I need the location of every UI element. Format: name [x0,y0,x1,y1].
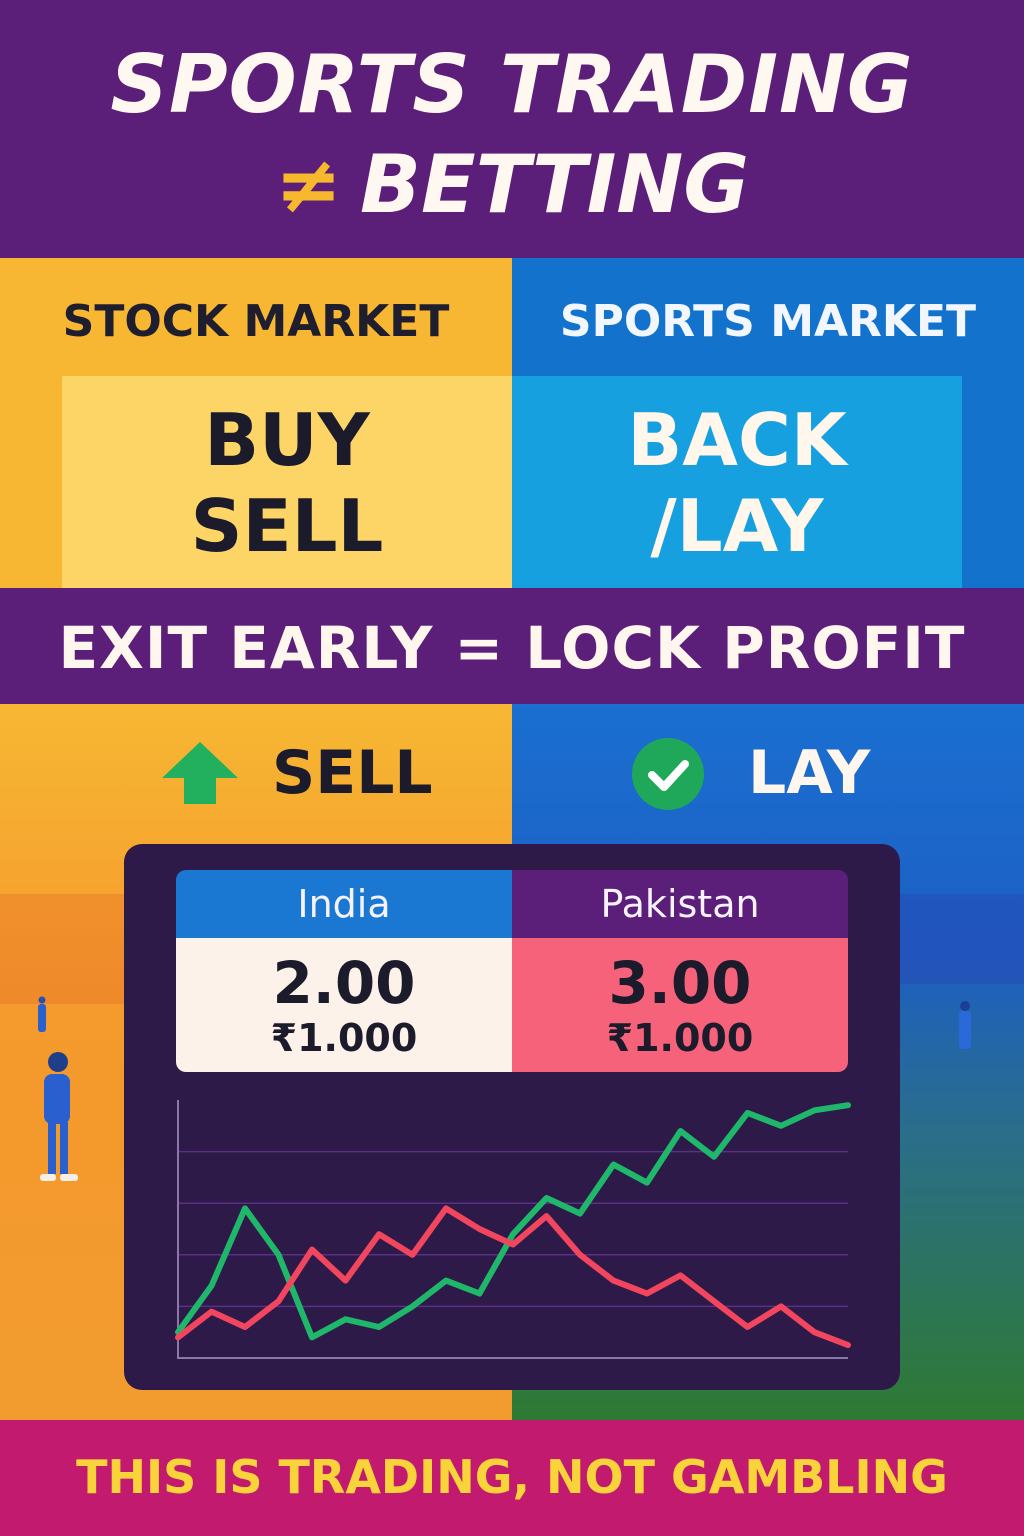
cricket-player-illustration [40,1052,78,1181]
chart-axes [177,1100,848,1359]
exit-early-text: EXIT EARLY = LOCK PROFIT [58,614,966,682]
stadium-stand-right [894,894,1024,984]
stock-market-column: STOCK MARKET BUY SELL [0,258,512,588]
sports-market-box: BACK /LAY [512,376,962,588]
headline-line-2: ≠ BETTING [0,138,1024,231]
sports-market-title: SPORTS MARKET [559,296,977,347]
chart-series-line-2 [175,1205,851,1349]
stock-sell-word: SELL [190,484,384,568]
stadium-stand-left [0,894,140,1004]
distant-player-right [959,1001,971,1049]
sports-market-column: SPORTS MARKET BACK /LAY [512,258,1024,588]
lay-action-label: LAY [748,738,871,808]
sports-lay-word: /LAY [650,484,824,568]
india-odds-cell[interactable]: 2.00 ₹1.000 [176,938,512,1072]
lay-action: LAY [630,738,930,810]
up-arrow-icon [162,742,238,804]
sports-back-word: BACK [627,398,847,482]
india-price: 2.00 [272,949,416,1017]
pakistan-stake: ₹1.000 [606,1016,754,1060]
footer-text: THIS IS TRADING, NOT GAMBLING [76,1450,948,1504]
check-circle-icon [632,738,704,810]
trading-panel: India Pakistan 2.00 ₹1.000 3.00 ₹1.000 [124,844,900,1390]
stock-buy-word: BUY [204,398,370,482]
footer-banner: THIS IS TRADING, NOT GAMBLING [0,1420,1024,1536]
exit-early-band: EXIT EARLY = LOCK PROFIT [0,588,1024,704]
odds-table: India Pakistan 2.00 ₹1.000 3.00 ₹1.000 [176,870,848,1072]
distant-player-left [38,996,46,1032]
headline-betting: BETTING [360,138,749,231]
pakistan-price: 3.00 [608,949,752,1017]
team-pakistan-header: Pakistan [512,870,848,938]
header-banner: SPORTS TRADING ≠ BETTING [0,0,1024,258]
sell-action: SELL [160,738,460,808]
india-stake: ₹1.000 [270,1016,418,1060]
team-india-header: India [176,870,512,938]
headline-line-1: SPORTS TRADING [110,38,914,131]
price-line-chart [175,1100,851,1359]
stock-market-box: BUY SELL [62,376,512,588]
not-equal-symbol: ≠ [274,138,343,231]
stock-market-title: STOCK MARKET [62,296,450,347]
sell-action-label: SELL [272,738,433,808]
pakistan-odds-cell[interactable]: 3.00 ₹1.000 [512,938,848,1072]
